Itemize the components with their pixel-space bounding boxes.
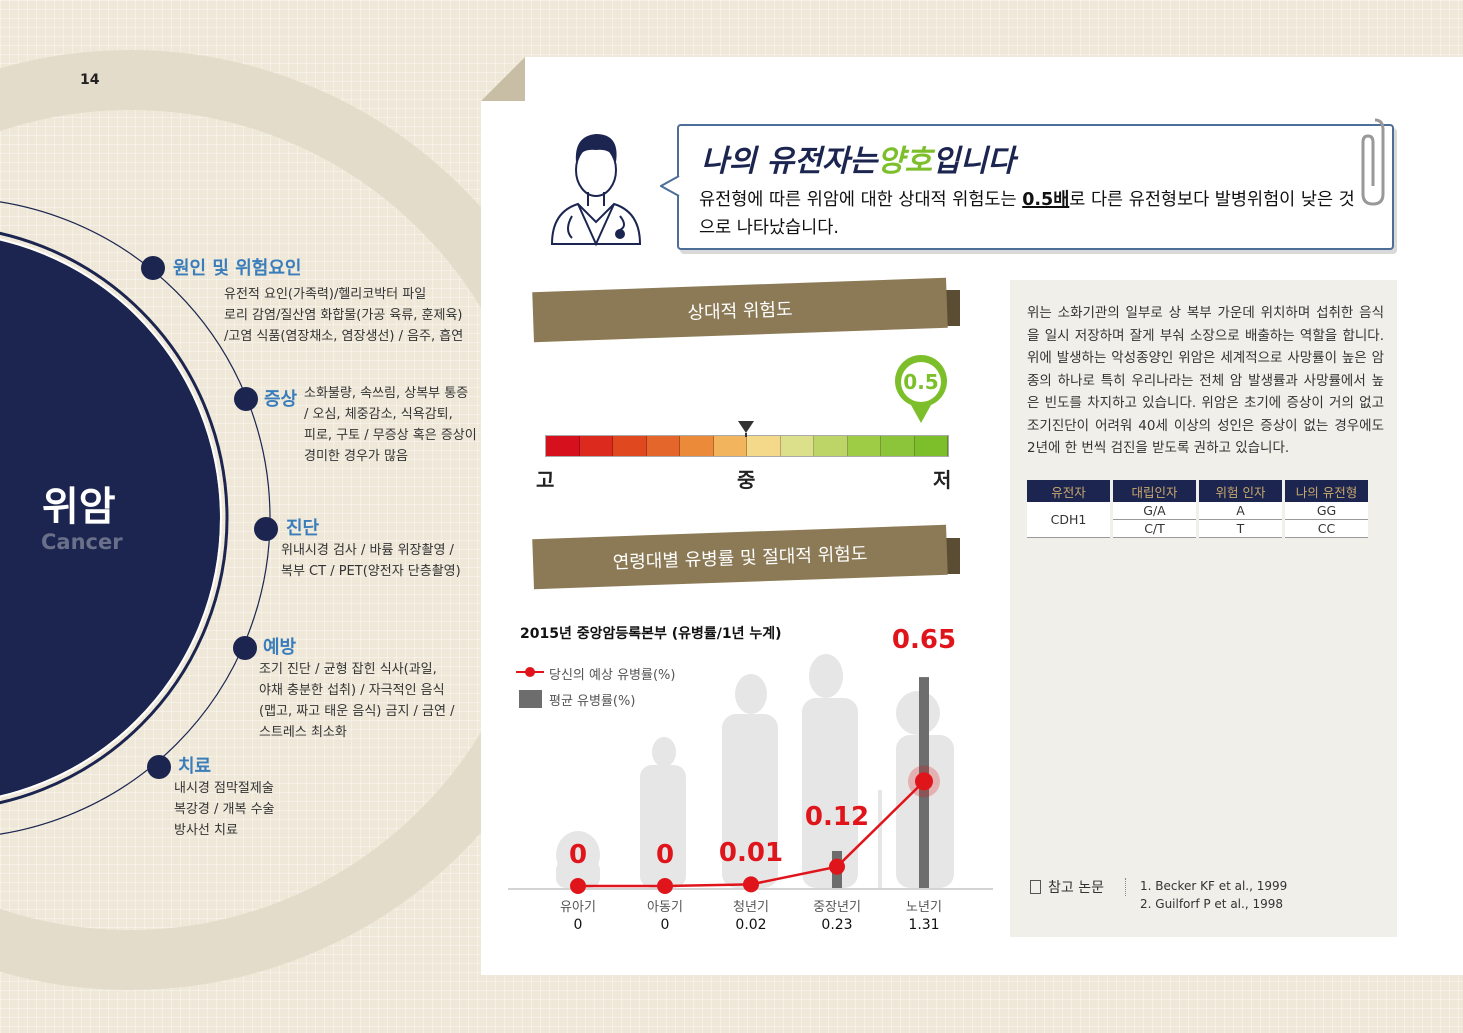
legend-bar-swatch xyxy=(519,690,542,708)
x-tick-label: 아동기 xyxy=(647,900,683,915)
predicted-point xyxy=(743,876,759,893)
gauge-segment xyxy=(914,436,948,456)
gauge-segment xyxy=(847,436,881,456)
x-tick-label: 유아기 xyxy=(560,900,596,915)
header-gene: 유전자 xyxy=(1027,480,1110,502)
header-my-genotype: 나의 유전형 xyxy=(1285,480,1368,502)
title-part: 나의 유전자는 xyxy=(701,144,878,179)
section-text-diagnosis: 위내시경 검사 / 바륨 위장촬영 / 복부 CT / PET(양전자 단층촬영… xyxy=(281,543,461,579)
gauge-segment xyxy=(780,436,814,456)
table-cell: C/T xyxy=(1113,520,1196,538)
table-cell: GG xyxy=(1285,502,1368,520)
description-text: 위는 소화기관의 일부로 상 복부 가운데 위치하며 섭취한 음식을 일시 저장… xyxy=(1027,305,1384,456)
divider xyxy=(1125,878,1126,896)
bullet-dot xyxy=(147,755,171,779)
gauge-segment xyxy=(613,436,647,456)
average-marker-icon xyxy=(738,421,754,437)
gauge-segment xyxy=(881,436,915,456)
table-cell: CC xyxy=(1285,520,1368,538)
x-tick-label: 청년기 xyxy=(733,900,769,915)
predicted-value-label: 0 xyxy=(655,840,675,870)
table-cell: T xyxy=(1199,520,1282,538)
predicted-value-label: 0.12 xyxy=(804,802,870,832)
bullet-dot xyxy=(141,256,165,280)
section-text-cause: 유전적 요인(가족력)/헬리코박터 파일 로리 감염/질산염 화합물(가공 육류… xyxy=(224,287,464,344)
risk-ratio: 0.5배 xyxy=(1022,190,1070,210)
document-icon xyxy=(1030,880,1041,894)
table-row: C/T T CC xyxy=(1027,520,1368,538)
average-value-label: 0 xyxy=(660,917,670,933)
predicted-point xyxy=(829,858,845,875)
section-title-diagnosis: 진단 xyxy=(286,518,320,539)
average-value-label: 0.02 xyxy=(735,917,767,933)
predicted-point xyxy=(570,878,586,894)
predicted-point xyxy=(915,772,933,791)
gauge-segment xyxy=(546,436,580,456)
references-label: 참고 논문 xyxy=(1048,880,1104,896)
gauge-segment xyxy=(747,436,781,456)
text-part: 유전형에 따른 위암에 대한 상대적 위험도는 xyxy=(699,190,1023,210)
result-bubble: 나의 유전자는양호입니다 유전형에 따른 위암에 대한 상대적 위험도는 0.5… xyxy=(677,118,1394,250)
label-high: 고 xyxy=(536,468,555,492)
x-tick-label: 노년기 xyxy=(906,900,942,915)
header-allele: 대립인자 xyxy=(1113,480,1196,502)
average-value-label: 0 xyxy=(573,917,583,933)
gauge-segment xyxy=(646,436,680,456)
genotype-table: 유전자 대립인자 위험 인자 나의 유전형 CDH1 G/A A GG C/T … xyxy=(1024,480,1371,538)
reference-2: 2. Guilforf P et al., 1998 xyxy=(1140,897,1283,911)
reference-1: 1. Becker KF et al., 1999 xyxy=(1140,879,1288,893)
title-highlight: 양호 xyxy=(877,144,933,179)
section-text-symptom: 소화불량, 속쓰림, 상복부 통증 / 오심, 체중감소, 식욕감퇴, 피로, … xyxy=(304,386,477,464)
section-title-symptom: 증상 xyxy=(264,389,298,410)
left-decoration xyxy=(0,50,481,990)
cancer-subtitle: Cancer xyxy=(41,530,123,554)
x-tick-label: 중장년기 xyxy=(813,900,861,915)
legend-line-icon xyxy=(516,667,544,677)
legend-bar-label: 평균 유병률(%) xyxy=(549,694,636,709)
silhouettes xyxy=(556,654,954,888)
result-text: 유전형에 따른 위암에 대한 상대적 위험도는 0.5배로 다른 유전형보다 발… xyxy=(699,186,1359,242)
bubble-tail xyxy=(660,175,680,197)
section-title-treatment: 치료 xyxy=(178,756,212,777)
predicted-value-label: 0.65 xyxy=(891,625,957,655)
average-value-label: 1.31 xyxy=(908,917,940,933)
table-cell: G/A xyxy=(1113,502,1196,520)
section-title-prevention: 예방 xyxy=(263,637,297,658)
chart-title: 2015년 중앙암등록본부 (유병률/1년 누계) xyxy=(520,626,782,642)
risk-value: 0.5 xyxy=(903,370,939,394)
bullet-dot xyxy=(254,517,278,541)
predicted-point xyxy=(657,878,673,894)
legend-line-label: 당신의 예상 유병률(%) xyxy=(549,668,676,683)
gauge-segment xyxy=(713,436,747,456)
label-mid: 중 xyxy=(737,468,756,492)
table-cell: A xyxy=(1199,502,1282,520)
risk-value-pin-icon xyxy=(895,355,947,423)
header-risk-factor: 위험 인자 xyxy=(1199,480,1282,502)
gene-cell: CDH1 xyxy=(1027,502,1110,538)
gauge-segment xyxy=(579,436,613,456)
gauge-segment xyxy=(814,436,848,456)
table-row: CDH1 G/A A GG xyxy=(1027,502,1368,538)
bullet-dot xyxy=(234,387,258,411)
paperclip-icon xyxy=(1361,118,1385,206)
title-part: 입니다 xyxy=(932,144,1016,179)
average-value-label: 0.23 xyxy=(821,917,853,933)
doctor-icon xyxy=(550,134,642,247)
info-box: 위는 소화기관의 일부로 상 복부 가운데 위치하며 섭취한 음식을 일시 저장… xyxy=(1010,280,1397,937)
result-title: 나의 유전자는양호입니다 xyxy=(701,136,1015,180)
label-low: 저 xyxy=(933,468,952,492)
text-part: 로 다른 유전형보다 발병위험이 낮은 것으로 나타났습니다. xyxy=(699,190,1355,238)
section-title-cause: 원인 및 위험요인 xyxy=(173,258,302,279)
section-text-prevention: 조기 진단 / 균형 잡힌 식사(과일, 야채 충분한 섭취) / 자극적인 음… xyxy=(259,662,455,740)
gauge-segment xyxy=(680,436,714,456)
bullet-dot xyxy=(233,636,257,660)
predicted-value-label: 0 xyxy=(568,840,588,870)
predicted-value-label: 0.01 xyxy=(718,838,784,868)
section-text-treatment: 내시경 점막절제술 복강경 / 개복 수술 방사선 치료 xyxy=(174,781,275,838)
page-number: 14 xyxy=(80,72,100,88)
cancer-title: 위암 xyxy=(42,484,116,530)
